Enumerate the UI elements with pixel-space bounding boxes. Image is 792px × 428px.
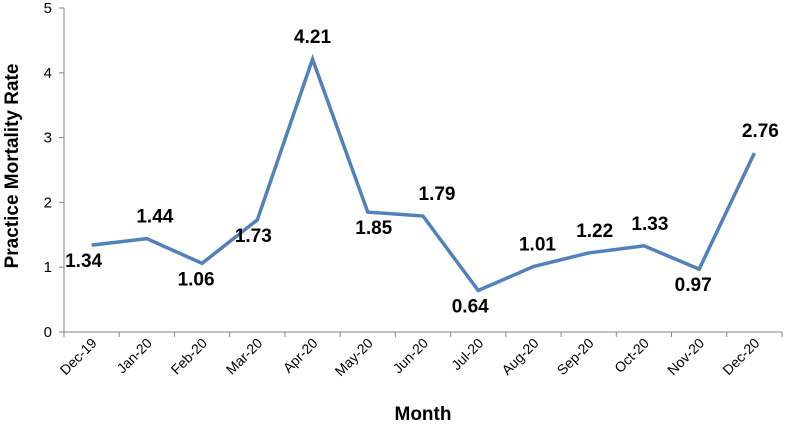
y-tick-label: 4 — [44, 65, 52, 82]
x-tick-label: Apr-20 — [280, 335, 321, 376]
x-tick-label: Dec-20 — [719, 335, 762, 378]
series-group — [91, 53, 756, 293]
x-tick-label: Nov-20 — [664, 335, 707, 378]
data-label: 1.79 — [419, 184, 456, 205]
data-label: 4.21 — [294, 27, 331, 48]
y-tick-label: 2 — [44, 194, 52, 211]
x-tick-label: Jul-20 — [448, 335, 486, 373]
y-ticks: 0 1 2 3 4 5 — [44, 0, 64, 341]
data-label: 1.85 — [355, 218, 392, 239]
x-axis-title: Month — [395, 404, 452, 425]
data-label: 1.33 — [631, 214, 668, 235]
x-tick-label: Mar-20 — [223, 335, 266, 378]
x-tick-label: Feb-20 — [168, 335, 211, 378]
data-label: 1.06 — [178, 269, 215, 290]
data-labels: 1.34 1.44 1.06 1.73 4.21 1.85 1.79 0.64 1.01 1.22… — [65, 27, 779, 317]
series-line — [91, 53, 756, 293]
y-tick-label: 5 — [44, 0, 52, 17]
data-label: 1.73 — [235, 226, 272, 247]
data-label: 1.34 — [65, 251, 102, 272]
x-tick-label: Aug-20 — [498, 335, 541, 378]
data-label: 0.97 — [675, 275, 712, 296]
data-label: 0.64 — [452, 297, 489, 318]
x-tick-label: Jun-20 — [390, 335, 432, 377]
data-label: 2.76 — [742, 121, 779, 142]
x-tick-label: Sep-20 — [554, 335, 597, 378]
x-tick-label: May-20 — [332, 335, 376, 379]
y-tick-label: 3 — [44, 130, 52, 147]
data-label: 1.22 — [576, 221, 613, 242]
y-tick-label: 0 — [44, 324, 52, 341]
axes — [63, 8, 782, 333]
x-ticks: Dec-19 Jan-20 Feb-20 Mar-20 Apr-20 May-20 Jun-… — [57, 332, 783, 379]
x-tick-label: Dec-19 — [57, 335, 100, 378]
x-tick-label: Oct-20 — [611, 335, 652, 376]
y-tick-label: 1 — [44, 259, 52, 276]
y-axis-title: Practice Mortality Rate — [2, 64, 23, 269]
x-tick-label: Jan-20 — [113, 335, 155, 377]
data-label: 1.01 — [519, 235, 556, 256]
data-label: 1.44 — [136, 207, 173, 228]
